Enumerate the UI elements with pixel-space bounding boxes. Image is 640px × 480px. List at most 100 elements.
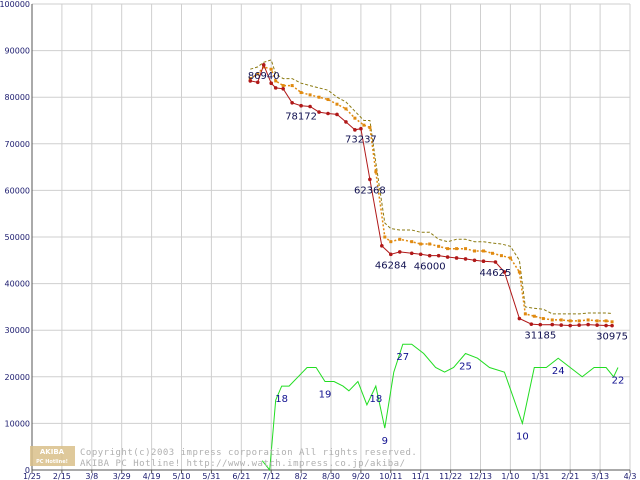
y-tick-label: 0: [25, 466, 30, 475]
point-price_min: [335, 112, 339, 117]
count-data-label: 10: [516, 431, 529, 442]
point-price_min: [517, 316, 522, 321]
point-price_min: [397, 250, 402, 254]
count-data-label: 19: [319, 389, 332, 400]
point-price_min: [559, 323, 564, 327]
point-price_avg: [269, 67, 273, 71]
price-data-label: 62368: [354, 185, 386, 196]
price-data-label: 46000: [414, 262, 446, 273]
series-layer: [248, 59, 619, 472]
point-price_min: [472, 258, 477, 263]
point-price_avg: [481, 249, 485, 253]
price-data-label: 30975: [596, 332, 628, 343]
point-price_min: [326, 111, 330, 116]
point-price_avg: [353, 116, 357, 120]
point-price_min: [595, 323, 599, 327]
count-data-label: 27: [396, 352, 409, 363]
x-tick-label: 8/2: [295, 472, 308, 480]
series-line-shop_count: [261, 343, 619, 472]
point-price_avg: [473, 249, 477, 253]
point-price_min: [418, 252, 423, 257]
point-price_avg: [455, 247, 459, 251]
point-price_avg: [577, 319, 581, 323]
x-tick-label: 9/20: [352, 472, 370, 480]
y-tick-label: 60000: [5, 186, 30, 195]
point-price_avg: [335, 102, 339, 106]
point-price_min: [308, 104, 312, 109]
y-tick-label: 70000: [5, 140, 30, 149]
point-price_avg: [523, 312, 527, 316]
y-tick-label: 40000: [5, 280, 30, 289]
x-tick-label: 4/19: [143, 472, 161, 480]
point-price_avg: [256, 72, 260, 76]
point-price_min: [317, 110, 321, 114]
point-price_min: [481, 259, 486, 264]
y-tick-label: 30000: [5, 326, 30, 335]
point-price_min: [529, 322, 534, 326]
point-price_avg: [383, 235, 387, 239]
series-line-price_max: [250, 59, 613, 315]
x-tick-label: 10/11: [379, 472, 402, 480]
x-tick-label: 11/1: [412, 472, 430, 480]
point-price_min: [445, 255, 450, 259]
x-tick-label: 3/8: [85, 472, 98, 480]
point-price_avg: [541, 317, 545, 321]
count-data-label: 25: [459, 362, 472, 373]
copyright-watermark: AKIBA PC Hotline! Copyright(c)2003 impre…: [30, 446, 417, 469]
price-data-label: 31185: [524, 331, 556, 342]
count-data-label: 18: [275, 394, 288, 405]
price-data-label: 73237: [345, 135, 377, 146]
x-axis-ticks: 1/25 2/15 3/8 3/29 4/19 5/10 5/31 6/21 7/12 8/2 8/…: [23, 470, 636, 480]
point-price_min: [550, 322, 555, 327]
x-tick-label: 12/13: [469, 472, 492, 480]
point-price_avg: [362, 123, 366, 127]
point-price_avg: [499, 254, 503, 258]
point-price_avg: [446, 247, 450, 251]
x-tick-label: 1/25: [23, 472, 41, 480]
x-tick-label: 3/13: [591, 472, 609, 480]
point-price_avg: [568, 319, 572, 323]
count-data-label: 24: [552, 366, 565, 377]
point-price_avg: [508, 256, 512, 260]
y-axis-ticks: 0 10000 20000 30000 40000 50000 60000 70000 8000…: [0, 0, 30, 475]
point-price_avg: [308, 93, 312, 97]
point-price_avg: [389, 240, 393, 244]
point-price_avg: [248, 77, 252, 81]
point-price_avg: [559, 318, 563, 322]
point-price_min: [359, 126, 363, 131]
y-tick-label: 20000: [5, 373, 30, 382]
point-price_avg: [595, 319, 599, 323]
point-price_avg: [317, 95, 321, 99]
x-tick-label: 8/30: [322, 472, 340, 480]
point-price_min: [353, 128, 357, 132]
data-labels: 86940 78172 73237 62368 46284 46000 44625 31185…: [248, 71, 628, 447]
point-price_min: [568, 323, 572, 328]
point-price_avg: [368, 125, 372, 129]
point-price_avg: [464, 247, 468, 251]
point-price_avg: [490, 251, 494, 255]
price-data-label: 44625: [480, 268, 512, 279]
y-tick-label: 100000: [0, 0, 30, 9]
y-tick-label: 50000: [5, 233, 30, 242]
point-price_min: [299, 103, 303, 108]
point-price_min: [493, 260, 498, 264]
point-price_avg: [428, 242, 432, 246]
akiba-logo: [30, 446, 75, 466]
count-data-label: 18: [369, 394, 382, 405]
price-data-label: 78172: [285, 112, 317, 123]
point-price_avg: [274, 79, 278, 83]
point-price_min: [273, 86, 278, 90]
copyright-line: Copyright(c)2003 impress corporation All…: [80, 448, 417, 458]
x-tick-label: 11/22: [439, 472, 462, 480]
point-price_avg: [344, 107, 348, 111]
point-price_min: [463, 257, 468, 261]
point-price_min: [261, 63, 266, 67]
point-price_avg: [262, 65, 266, 69]
point-price_min: [255, 80, 260, 85]
point-price_avg: [326, 98, 330, 102]
series-line-price_min: [250, 63, 613, 327]
point-price_avg: [419, 242, 423, 246]
point-price_avg: [550, 318, 554, 322]
point-price_avg: [610, 320, 614, 324]
